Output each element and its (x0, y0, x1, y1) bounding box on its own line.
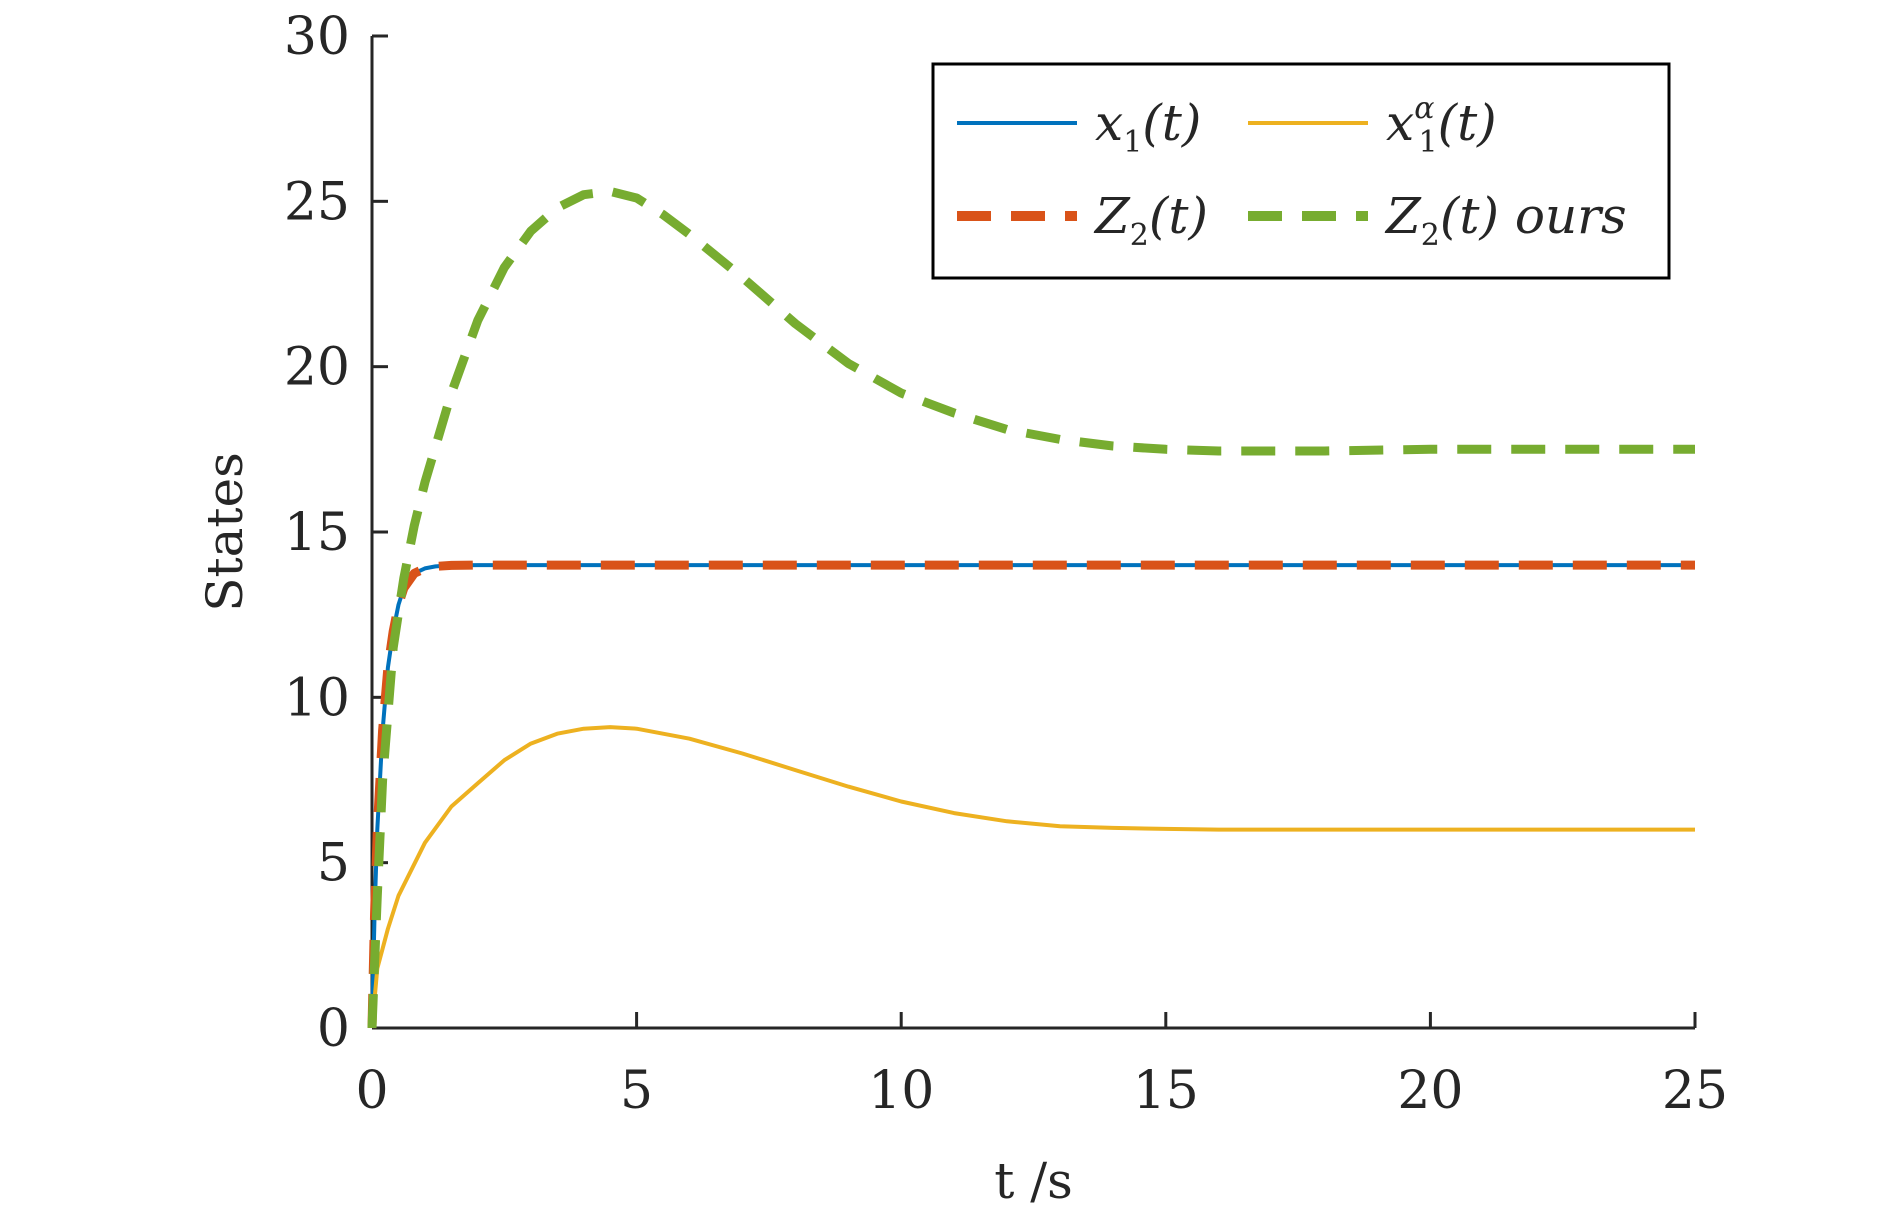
x-tick-label: 5 (620, 1061, 653, 1121)
x-tick-label: 10 (868, 1061, 934, 1121)
legend-label: Z2(t) (1093, 187, 1208, 253)
y-tick-label: 0 (317, 999, 350, 1059)
x-tick-label: 20 (1397, 1061, 1463, 1121)
y-tick-label: 25 (284, 172, 350, 232)
x-tick-label: 15 (1133, 1061, 1199, 1121)
legend-label: Z2(t) ours (1384, 187, 1627, 253)
y-axis-title: States (196, 452, 254, 612)
x-tick-label: 0 (355, 1061, 388, 1121)
y-tick-label: 20 (284, 338, 350, 398)
axes: 0 5 10 15 20 25 0 5 10 15 20 25 30 t /s States (196, 7, 1728, 1208)
legend-label: x1(t) (1095, 94, 1201, 160)
x-tick-label: 25 (1662, 1061, 1728, 1121)
series-group (367, 186, 1695, 1029)
y-tick-label: 10 (284, 668, 350, 728)
series-line (370, 725, 1695, 1029)
series-line (370, 563, 1695, 1029)
y-tick-label: 15 (284, 503, 350, 563)
y-tick-label: 30 (284, 7, 350, 67)
series-line (367, 186, 1695, 1029)
legend: x1(t) xα 1(t) Z2(t) Z2(t) ours (931, 62, 1671, 280)
series-line (367, 560, 1695, 1029)
x-axis-title: t /s (994, 1152, 1073, 1208)
y-tick-label: 5 (317, 834, 350, 894)
legend-box (931, 62, 1671, 280)
legend-label: xα 1(t) (1386, 91, 1497, 160)
